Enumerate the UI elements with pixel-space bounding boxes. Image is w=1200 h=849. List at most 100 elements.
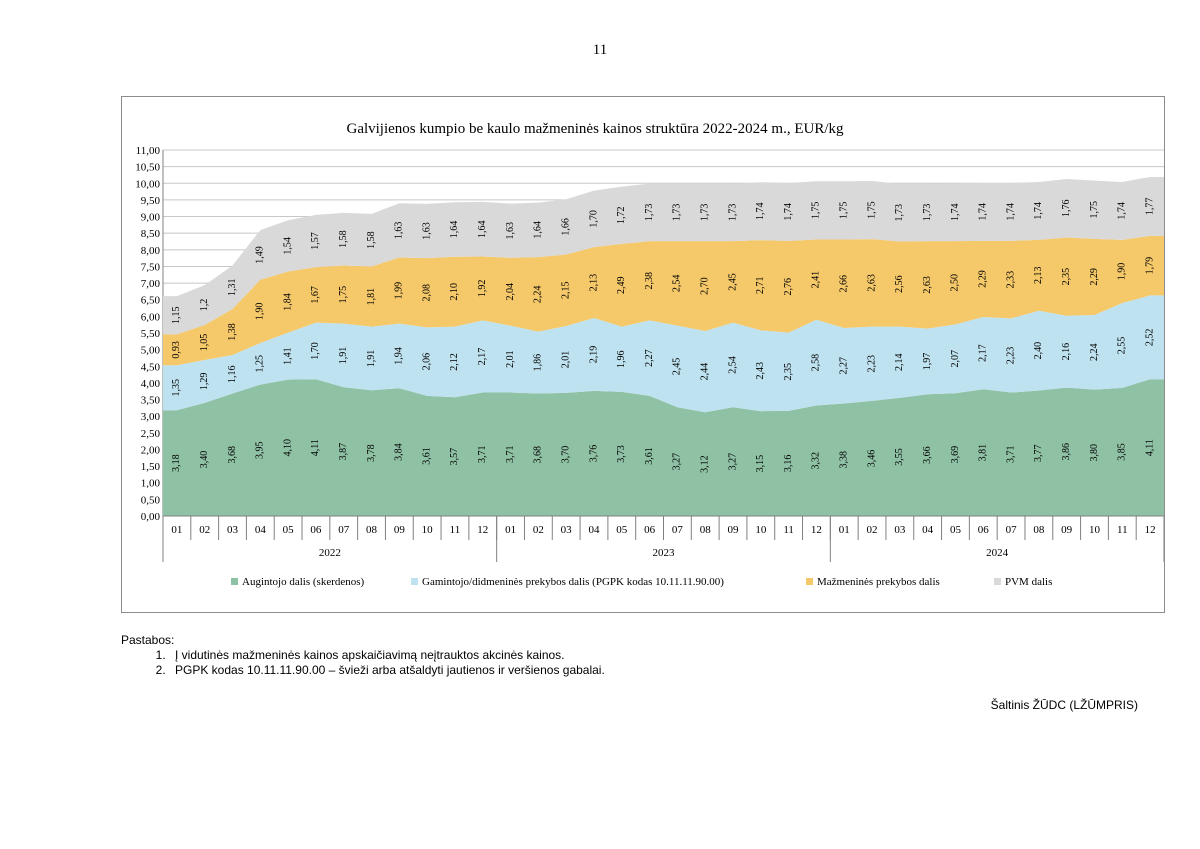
data-label: 1,31 (227, 279, 238, 297)
data-label: 2,24 (533, 286, 544, 304)
y-tick-label: 8,00 (141, 245, 161, 257)
data-label: 1,57 (310, 232, 321, 250)
data-label: 2,35 (1061, 268, 1072, 286)
data-label: 1,97 (922, 353, 933, 371)
data-label: 1,74 (1033, 202, 1044, 220)
legend: Augintojo dalis (skerdenos) Gamintojo/did… (231, 576, 1052, 588)
data-label: 2,04 (505, 283, 516, 301)
legend-item: PVM dalis (994, 576, 1052, 588)
data-label: 2,17 (477, 348, 488, 366)
data-label: 2,10 (449, 283, 460, 301)
data-label: 1,15 (171, 306, 182, 324)
y-axis-tick-labels: 0,00 0,50 1,00 1,50 2,00 2,50 3,00 3,50 4,00 4,50… (135, 145, 160, 523)
x-tick-label: 07 (672, 524, 684, 536)
data-label: 2,12 (449, 353, 460, 371)
area-1 (163, 379, 1164, 516)
x-tick-label: 04 (255, 524, 267, 536)
legend-swatch (231, 578, 238, 585)
data-label: 1,64 (477, 220, 488, 238)
data-label: 3,71 (505, 446, 516, 464)
data-label: 3,55 (894, 448, 905, 466)
data-label: 2,01 (505, 350, 516, 368)
y-tick-label: 6,50 (141, 295, 161, 307)
year-label: 2024 (986, 547, 1009, 559)
data-label: 2,41 (811, 271, 822, 289)
data-label: 2,24 (1089, 344, 1100, 362)
x-tick-label: 10 (422, 524, 434, 536)
data-label: 3,95 (255, 442, 266, 460)
data-label: 2,08 (421, 284, 432, 302)
data-label: 1,73 (922, 204, 933, 222)
x-tick-label: 02 (867, 524, 878, 536)
chart-frame: Galvijienos kumpio be kaulo mažmeninės k… (121, 96, 1165, 613)
data-label: 3,76 (588, 445, 599, 463)
data-label: 1,25 (255, 355, 266, 373)
x-tick-label: 01 (171, 524, 182, 536)
y-tick-label: 4,00 (141, 378, 161, 390)
data-label: 3,27 (727, 453, 738, 471)
data-label: 1,75 (866, 201, 877, 219)
x-tick-label: 06 (644, 524, 656, 536)
x-tick-label: 09 (394, 524, 406, 536)
data-label: 2,38 (644, 272, 655, 290)
data-label: 3,84 (394, 443, 405, 461)
x-tick-label: 05 (950, 524, 962, 536)
data-label: 2,23 (1005, 347, 1016, 365)
data-label: 1,92 (477, 280, 488, 298)
y-tick-label: 7,50 (141, 261, 161, 273)
x-tick-label: 12 (1145, 524, 1156, 536)
y-tick-label: 9,00 (141, 212, 161, 224)
data-label: 1,38 (227, 323, 238, 341)
x-tick-label: 05 (616, 524, 628, 536)
data-label: 2,66 (839, 275, 850, 293)
data-label: 1,58 (338, 230, 349, 248)
source-text: Šaltinis ŽŪDC (LŽŪMPRIS) (990, 698, 1138, 712)
data-label: 1,41 (282, 347, 293, 365)
x-tick-label: 08 (366, 524, 378, 536)
y-tick-label: 5,00 (141, 345, 161, 357)
data-label: 1,74 (783, 203, 794, 221)
y-tick-label: 7,00 (141, 278, 161, 290)
data-label: 2,14 (894, 354, 905, 372)
chart-title: Galvijienos kumpio be kaulo mažmeninės k… (346, 121, 844, 137)
y-tick-label: 0,00 (141, 511, 161, 523)
legend-swatch (994, 578, 1001, 585)
data-label: 1,73 (727, 204, 738, 222)
data-label: 3,12 (700, 455, 711, 473)
data-label: 2,52 (1144, 329, 1155, 347)
data-label: 3,78 (366, 444, 377, 462)
data-label: 3,70 (560, 446, 571, 464)
data-label: 1,72 (616, 206, 627, 224)
data-label: 2,07 (950, 350, 961, 368)
data-label: 1,74 (755, 202, 766, 220)
x-tick-label: 12 (477, 524, 488, 536)
x-tick-label: 11 (783, 524, 794, 536)
data-label: 2,27 (839, 357, 850, 375)
data-label: 1,75 (811, 202, 822, 220)
data-label: 2,29 (978, 270, 989, 288)
data-label: 3,61 (644, 447, 655, 465)
y-tick-label: 2,50 (141, 428, 161, 440)
data-label: 3,57 (449, 448, 460, 466)
data-label: 1,81 (366, 288, 377, 306)
x-tick-label: 01 (839, 524, 850, 536)
data-label: 1,54 (282, 237, 293, 255)
y-tick-label: 9,50 (141, 195, 161, 207)
data-label: 2,01 (560, 351, 571, 369)
data-label: 4,10 (282, 439, 293, 457)
data-label: 2,63 (922, 276, 933, 294)
legend-label: Gamintojo/didmeninės prekybos dalis (PGP… (422, 576, 724, 588)
data-label: 2,17 (978, 344, 989, 362)
x-tick-label: 03 (894, 524, 906, 536)
x-tick-label: 02 (199, 524, 210, 536)
data-labels: 3,18 3,40 3,68 3,95 4,10 4,11 3,87 3,78 3,84 3,61… (171, 198, 1155, 473)
data-label: 1,63 (421, 222, 432, 240)
x-tick-label: 11 (1117, 524, 1128, 536)
data-label: 2,27 (644, 349, 655, 367)
data-label: 2,54 (672, 275, 683, 293)
data-label: 3,38 (839, 451, 850, 469)
data-label: 4,11 (310, 439, 321, 456)
data-label: 2,44 (700, 363, 711, 381)
data-label: 1,94 (394, 347, 405, 365)
data-label: 3,71 (477, 446, 488, 464)
